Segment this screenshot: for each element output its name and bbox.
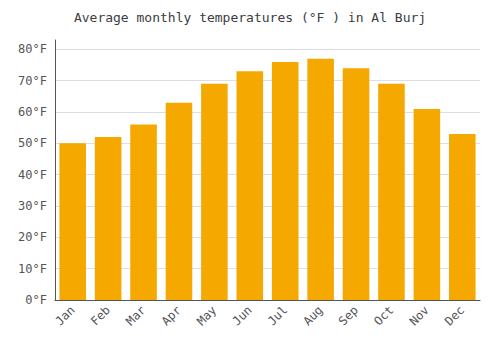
svg-text:Jul: Jul xyxy=(265,303,290,328)
svg-text:50°F: 50°F xyxy=(18,136,47,150)
svg-text:Apr: Apr xyxy=(159,303,184,328)
svg-text:Sep: Sep xyxy=(336,303,361,328)
svg-text:Nov: Nov xyxy=(407,303,432,328)
svg-text:60°F: 60°F xyxy=(18,105,47,119)
svg-text:Aug: Aug xyxy=(300,303,325,328)
svg-text:80°F: 80°F xyxy=(18,42,47,56)
svg-text:Average monthly temperatures (: Average monthly temperatures (°F ) in Al… xyxy=(74,10,426,25)
svg-text:20°F: 20°F xyxy=(18,230,47,244)
svg-text:Mar: Mar xyxy=(123,303,148,328)
svg-text:Jan: Jan xyxy=(52,303,77,328)
svg-text:10°F: 10°F xyxy=(18,262,47,276)
svg-text:May: May xyxy=(194,303,219,328)
svg-text:Feb: Feb xyxy=(88,303,113,328)
svg-text:Dec: Dec xyxy=(442,303,467,328)
svg-text:Oct: Oct xyxy=(371,303,396,328)
svg-text:30°F: 30°F xyxy=(18,199,47,213)
svg-text:70°F: 70°F xyxy=(18,74,47,88)
svg-text:0°F: 0°F xyxy=(25,293,47,307)
svg-text:Jun: Jun xyxy=(230,303,255,328)
svg-text:40°F: 40°F xyxy=(18,168,47,182)
